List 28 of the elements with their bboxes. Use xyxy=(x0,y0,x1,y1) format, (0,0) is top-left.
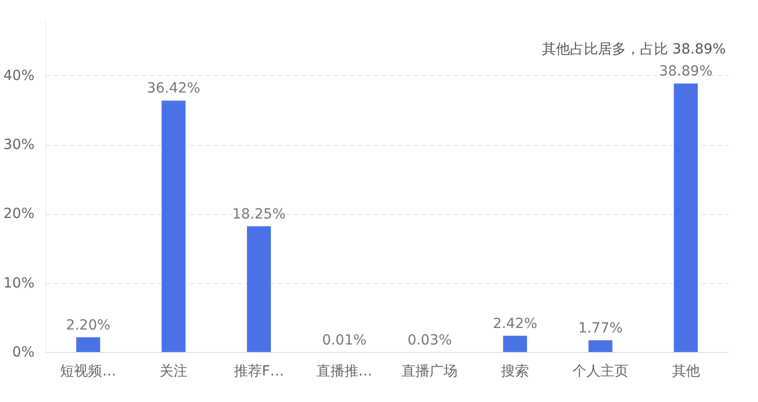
data-label: 0.01% xyxy=(322,332,367,348)
annotation: 其他占比居多，占比 38.89% xyxy=(542,42,726,58)
data-label: 2.42% xyxy=(492,316,538,332)
bar xyxy=(162,100,186,352)
bar xyxy=(246,226,271,352)
y-tick-label: 20% xyxy=(3,206,35,222)
bar xyxy=(503,336,528,352)
bar xyxy=(674,84,698,352)
y-tick-label: 10% xyxy=(3,275,35,292)
data-label: 36.42% xyxy=(146,80,200,97)
x-tick-label: 其他 xyxy=(672,364,700,380)
x-tick-label: 搜索 xyxy=(501,364,530,380)
x-tick-label: 直播推… xyxy=(316,364,372,380)
y-tick-label: 40% xyxy=(3,68,35,84)
data-label: 38.89% xyxy=(659,64,713,80)
data-label: 1.77% xyxy=(578,320,623,336)
y-tick-label: 30% xyxy=(3,137,35,153)
x-tick-label: 推荐F… xyxy=(234,364,284,380)
data-label: 18.25% xyxy=(232,206,286,222)
x-tick-label: 关注 xyxy=(160,364,188,380)
data-label: 0.03% xyxy=(407,332,452,348)
bar xyxy=(588,340,612,352)
bar xyxy=(76,337,100,352)
x-tick-label: 个人主页 xyxy=(572,364,628,380)
data-label: 2.20% xyxy=(66,317,110,334)
x-tick-label: 短视频… xyxy=(60,364,116,380)
y-tick-label: 0% xyxy=(12,344,35,360)
x-tick-label: 直播广场 xyxy=(402,364,458,380)
